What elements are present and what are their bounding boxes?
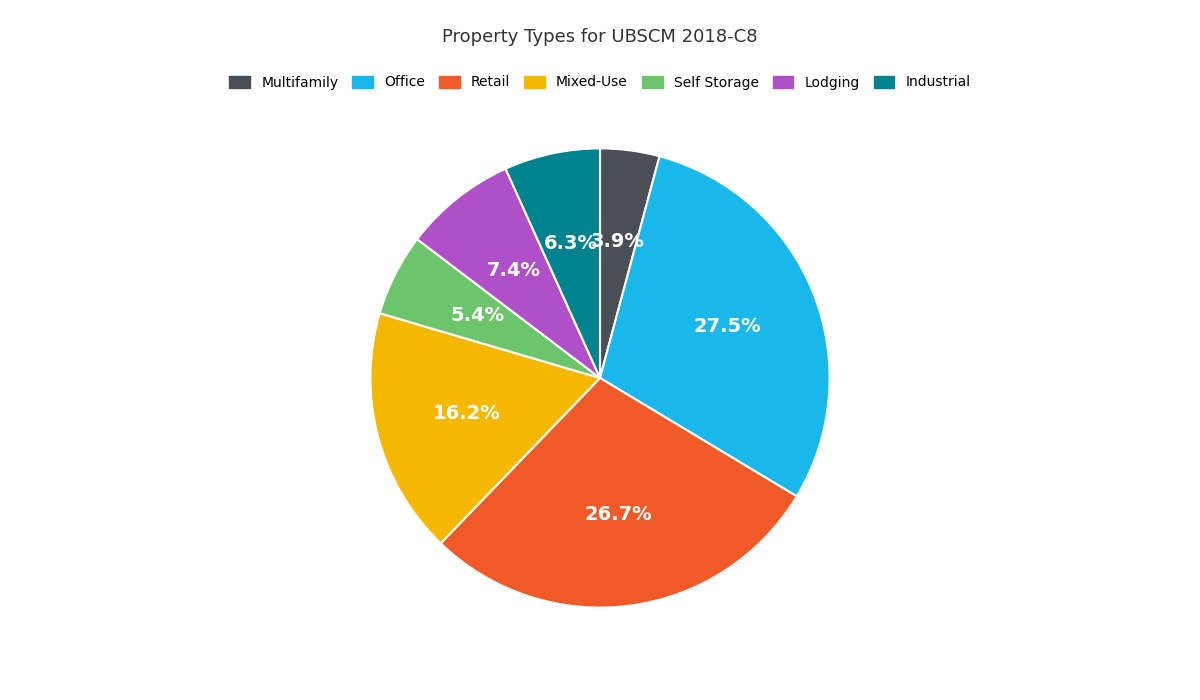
Wedge shape: [418, 169, 600, 378]
Legend: Multifamily, Office, Retail, Mixed-Use, Self Storage, Lodging, Industrial: Multifamily, Office, Retail, Mixed-Use, …: [223, 70, 977, 95]
Text: 16.2%: 16.2%: [433, 404, 500, 423]
Text: 6.3%: 6.3%: [544, 234, 598, 253]
Text: 3.9%: 3.9%: [592, 232, 644, 251]
Text: 7.4%: 7.4%: [487, 261, 541, 280]
Wedge shape: [600, 148, 660, 378]
Wedge shape: [440, 378, 797, 608]
Wedge shape: [379, 239, 600, 378]
Wedge shape: [505, 148, 600, 378]
Wedge shape: [600, 156, 829, 496]
Text: 26.7%: 26.7%: [584, 505, 652, 524]
Text: 5.4%: 5.4%: [450, 307, 504, 326]
Wedge shape: [371, 313, 600, 543]
Text: 27.5%: 27.5%: [694, 317, 762, 336]
Text: Property Types for UBSCM 2018-C8: Property Types for UBSCM 2018-C8: [443, 28, 757, 46]
